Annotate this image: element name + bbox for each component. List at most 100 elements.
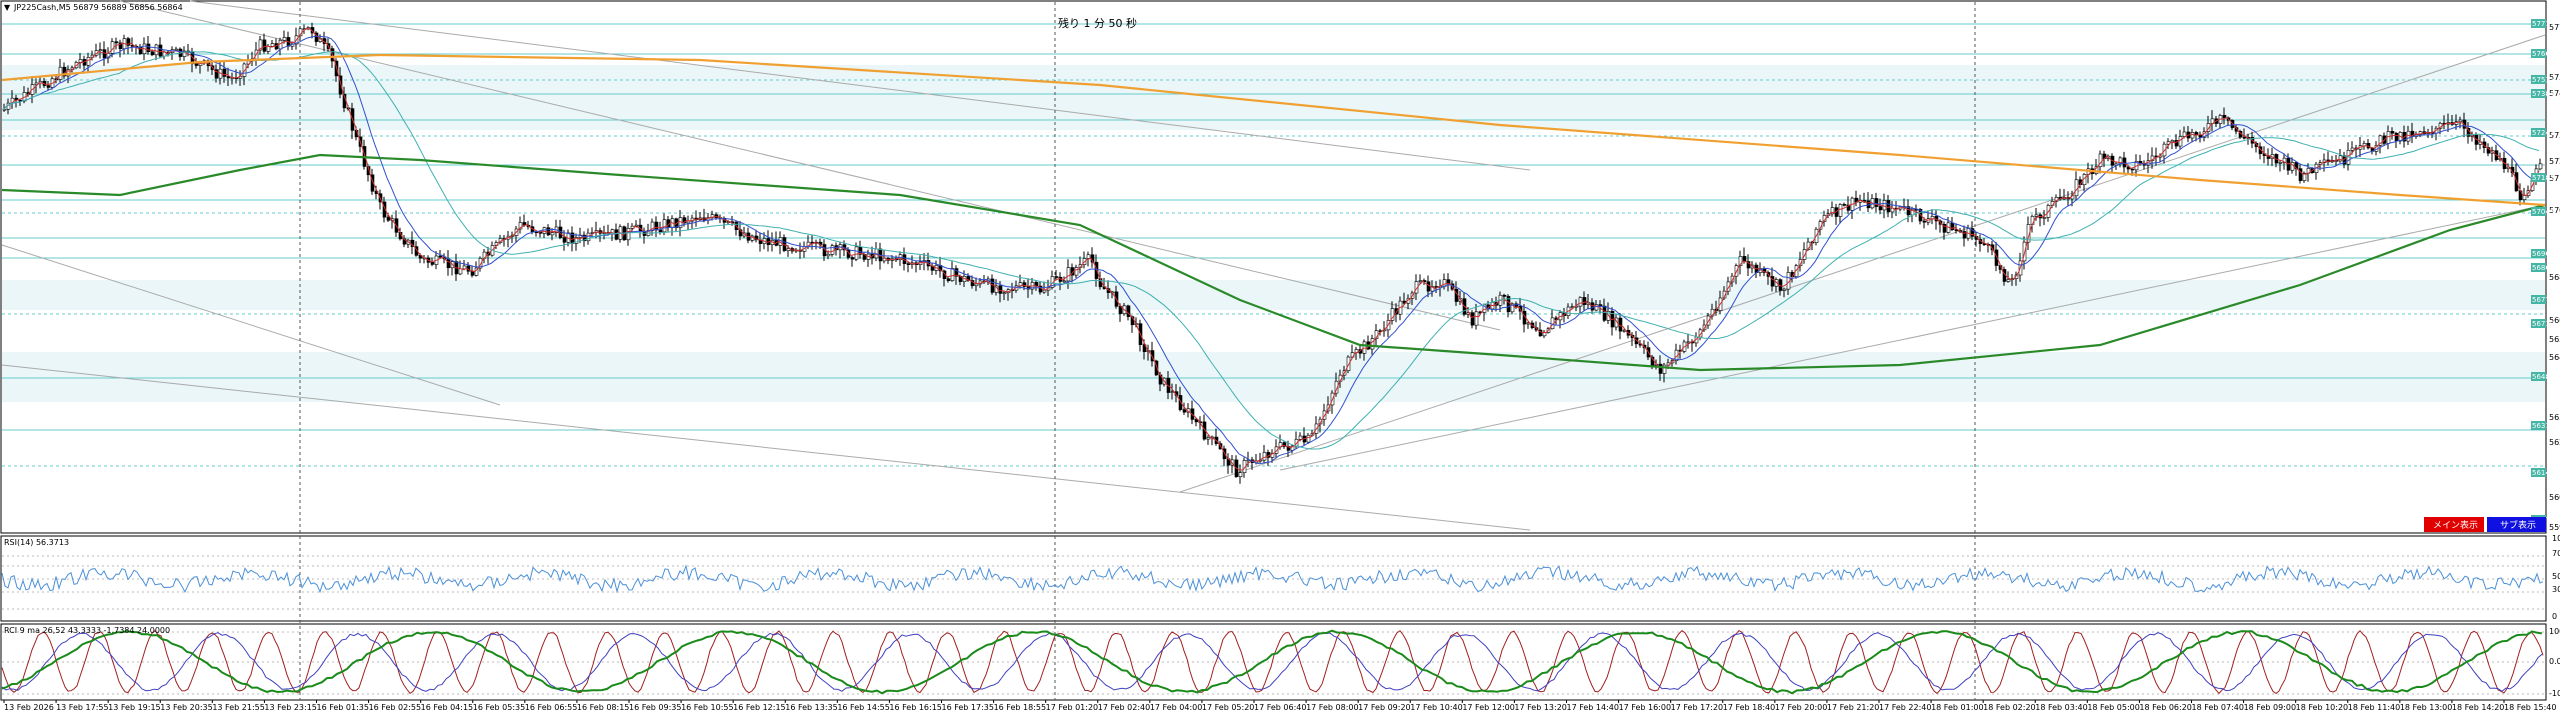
- candle-body: [738, 229, 743, 237]
- trend-line[interactable]: [189, 0, 1531, 171]
- ma-long-orange-line: [1, 53, 2546, 207]
- ma-mid-line: [2, 35, 2540, 465]
- time-axis-label: 18 Feb 13:00: [2400, 703, 2452, 712]
- time-axis-label: 18 Feb 14:20: [2452, 703, 2504, 712]
- candle-body: [1842, 204, 1847, 206]
- candle-body: [550, 232, 555, 236]
- price-zone: [2, 280, 2545, 310]
- price-level-tag: [2531, 19, 2546, 28]
- main-view-button[interactable]: メイン表示: [2424, 517, 2484, 532]
- time-axis-label: 16 Feb 04:15: [421, 703, 473, 712]
- ma-long-green-line: [1, 153, 2546, 372]
- candle-body: [518, 222, 523, 230]
- price-axis-label: 57221: [2549, 157, 2560, 166]
- candle-body: [1390, 308, 1395, 321]
- price-level-tag-text: 57606: [2532, 50, 2555, 58]
- candle-body: [2278, 162, 2283, 164]
- price-level-tag: [2531, 295, 2546, 304]
- ma-fast-line: [2, 27, 2540, 471]
- candle-body: [1154, 360, 1159, 376]
- candle-body: [114, 41, 119, 44]
- trend-line[interactable]: [1, 364, 1531, 531]
- time-axis-label: 18 Feb 05:00: [2087, 703, 2139, 712]
- price-level-tag-text: 57511: [2532, 76, 2554, 84]
- time-axis: 13 Feb 2026 13 Feb 17:55 13 Feb 19:15 13 Fe…: [3, 700, 2556, 712]
- candle-body: [478, 258, 483, 269]
- candle-body: [86, 57, 91, 66]
- price-level-tag-text: 57043: [2532, 208, 2554, 216]
- candle-body: [282, 37, 287, 41]
- candle-body: [754, 235, 759, 241]
- candle-body: [1922, 220, 1927, 223]
- candle-body: [782, 237, 787, 251]
- candle-body: [2, 108, 7, 111]
- candle-body: [1874, 198, 1879, 207]
- candle-body: [1054, 276, 1059, 278]
- menu-glyph[interactable]: ▼: [4, 3, 11, 12]
- candle-body: [654, 221, 659, 231]
- candle-body: [2486, 147, 2491, 154]
- time-axis-label: 17 Feb 02:40: [1098, 703, 1150, 712]
- trend-line[interactable]: [1279, 204, 2546, 471]
- time-axis-label: 18 Feb 01:00: [1931, 703, 1983, 712]
- price-level-tag-text: 57181: [2532, 174, 2554, 182]
- time-axis-label: 13 Feb 23:15: [264, 703, 316, 712]
- time-axis-label: 18 Feb 03:40: [2035, 703, 2087, 712]
- candle-body: [414, 246, 419, 256]
- rsi-label: RSI(14) 56.3713: [4, 538, 69, 547]
- candle-body: [1906, 206, 1911, 216]
- price-axis-label: 56336: [2549, 413, 2560, 422]
- candle-body: [1182, 409, 1187, 413]
- trend-line[interactable]: [1, 244, 501, 406]
- time-axis-label: 16 Feb 01:35: [317, 703, 369, 712]
- candle-body: [46, 85, 51, 88]
- rsi-axis-label: 0: [2552, 612, 2557, 621]
- candle-body: [78, 59, 83, 63]
- candle-body: [1430, 286, 1435, 292]
- price-level-tag: [2531, 89, 2546, 98]
- candle-body: [1230, 459, 1235, 466]
- time-axis-label: 16 Feb 10:55: [681, 703, 733, 712]
- price-axis-label: 56631: [2549, 316, 2560, 325]
- time-axis-label: 18 Feb 10:20: [2296, 703, 2348, 712]
- candle-body: [2130, 168, 2135, 171]
- candle-body: [826, 253, 831, 257]
- price-zone: [2, 372, 2545, 402]
- candle-body: [2390, 131, 2395, 134]
- candle-body: [386, 216, 391, 221]
- price-level-tag: [2531, 468, 2546, 477]
- price-level-tag-text: 57384: [2532, 90, 2555, 98]
- time-axis-label: 17 Feb 05:20: [1202, 703, 1254, 712]
- price-level-tag: [2531, 49, 2546, 58]
- candle-body: [2350, 147, 2355, 151]
- candle-body: [2242, 136, 2247, 139]
- candle-body: [462, 265, 467, 270]
- candle-body: [686, 220, 691, 224]
- candle-body: [2206, 123, 2211, 132]
- time-axis-label: 13 Feb 20:35: [160, 703, 212, 712]
- time-axis-label: 18 Feb 09:00: [2244, 703, 2296, 712]
- time-axis-label: 16 Feb 06:55: [525, 703, 577, 712]
- time-axis-label: 16 Feb 12:15: [733, 703, 785, 712]
- time-axis-label: 18 Feb 02:20: [1983, 703, 2035, 712]
- candle-body: [1602, 305, 1607, 321]
- time-axis-label: 18 Feb 11:40: [2348, 703, 2400, 712]
- candle-body: [1074, 267, 1079, 276]
- time-axis-label: 16 Feb 09:35: [629, 703, 681, 712]
- trend-line[interactable]: [1179, 34, 2546, 493]
- candle-body: [1582, 297, 1587, 305]
- candle-body: [174, 48, 179, 51]
- candle-body: [370, 174, 375, 192]
- sub-view-button[interactable]: サブ表示: [2487, 517, 2546, 532]
- candle-body: [1086, 254, 1091, 259]
- candle-body: [2462, 119, 2467, 129]
- time-axis-label: 13 Feb 2026: [4, 703, 54, 712]
- candle-body: [850, 257, 855, 260]
- time-axis-label: 17 Feb 06:40: [1254, 703, 1306, 712]
- candle-body: [1614, 317, 1619, 328]
- price-level-tag-text: 56862: [2532, 264, 2554, 272]
- candle-body: [1042, 289, 1047, 293]
- candle-body: [458, 268, 463, 275]
- rci-axis-label: -100: [2549, 689, 2560, 698]
